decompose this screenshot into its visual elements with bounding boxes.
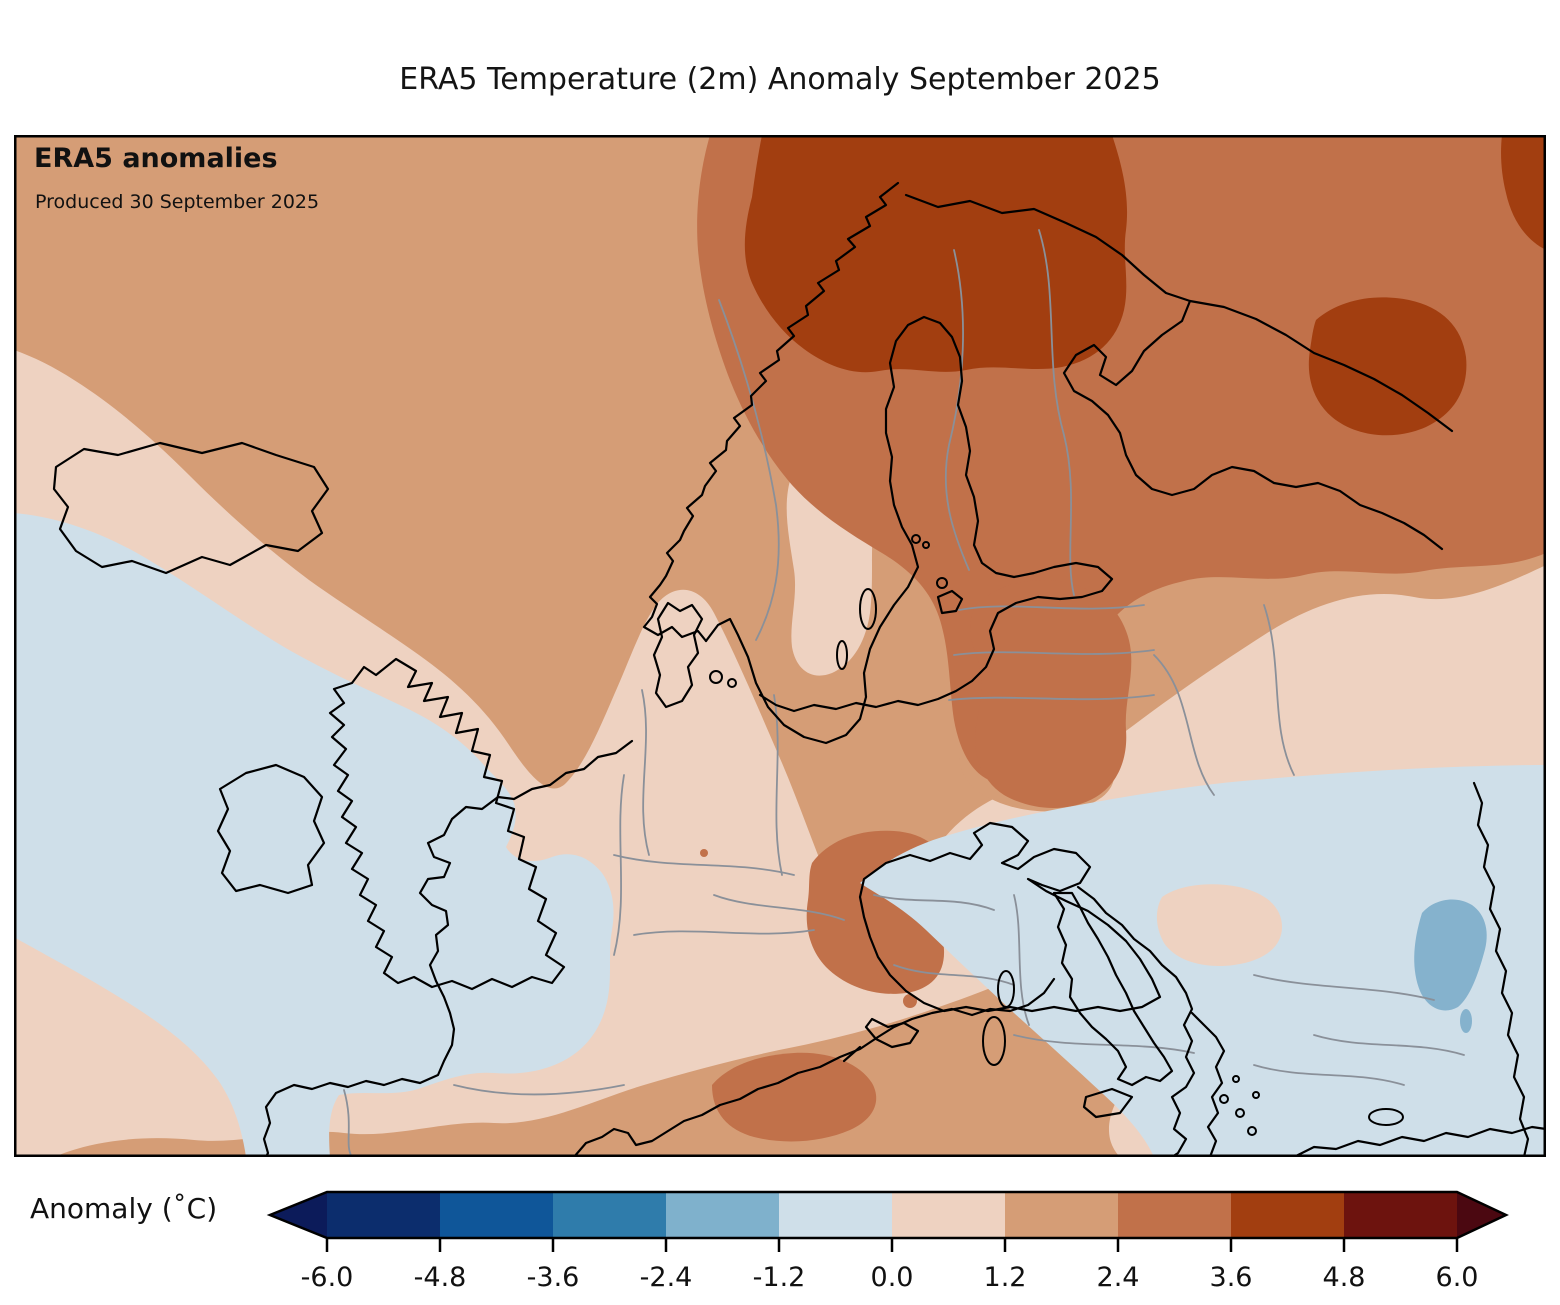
coastlines [52, 181, 1548, 1159]
coastline-black-sea [858, 821, 1162, 1013]
aegean-island [1219, 1094, 1229, 1104]
coastline-west-europe [262, 739, 634, 1159]
colorbar: -6.0 -4.8 -3.6 -2.4 -1.2 0.0 1.2 2.4 3.6 4.8 6.0 [266, 1190, 1509, 1293]
colorbar-label: Anomaly (˚C) [30, 1192, 218, 1225]
island-gotland [859, 588, 877, 630]
coastline-turkey-south [1292, 1125, 1548, 1159]
colorbar-over-arrow [1457, 1192, 1506, 1238]
colorbar-tick-label: -3.6 [527, 1262, 580, 1293]
coastline-marmara [864, 1017, 920, 1049]
colorbar-tick-label: 3.6 [1210, 1262, 1253, 1293]
map-region-pechora-very-hot [1308, 297, 1467, 436]
island-oland [836, 640, 848, 670]
lake-van [1368, 1108, 1404, 1126]
map-region-kola-very-hot [744, 135, 1128, 373]
colorbar-segment [1005, 1192, 1118, 1238]
colorbar-tick-label: -6.0 [301, 1262, 354, 1293]
colorbar-segment [1118, 1192, 1231, 1238]
island-sardinia [982, 1016, 1006, 1066]
map-region-alps-hot-dot [700, 849, 708, 857]
map-region-spain-hot [712, 1052, 877, 1142]
coastline-adriatic-greece [1076, 885, 1196, 1159]
country-borders [343, 229, 1465, 1158]
coastline-great-britain [328, 657, 566, 991]
map-label: ERA5 anomalies [34, 143, 278, 174]
aegean-island-4 [1232, 1075, 1240, 1083]
colorbar-tick-label: 1.2 [984, 1262, 1027, 1293]
island-zealand [709, 670, 723, 684]
island-aland [911, 534, 921, 544]
anomaly-map [11, 132, 1549, 1160]
map-panel: ERA5 anomalies Produced 30 September 202… [11, 132, 1549, 1160]
map-region-mediterranean-warm-band [54, 884, 1172, 1157]
map-region-belarus-ukraine-hot [970, 579, 1132, 809]
colorbar-segment [440, 1192, 553, 1238]
colorbar-segment [892, 1192, 1005, 1238]
island-funen [727, 678, 737, 688]
coastline-italy [1052, 891, 1174, 1087]
colorbar-segment [779, 1192, 892, 1238]
coastline-denmark [652, 601, 704, 709]
map-region-caspian-cold [1414, 899, 1487, 1011]
colorbar-tick-label: 6.0 [1436, 1262, 1479, 1293]
island-sicily [1082, 1087, 1134, 1119]
map-region-ne-corner-very-hot [1501, 135, 1546, 250]
page-title: ERA5 Temperature (2m) Anomaly September … [399, 62, 1161, 97]
aegean-island-3 [1252, 1091, 1260, 1099]
island-saaremaa [936, 589, 964, 615]
map-produced-date: Produced 30 September 2025 [35, 191, 320, 213]
coastline-iceland [52, 441, 330, 575]
aegean-island-5 [1247, 1126, 1257, 1136]
colorbar-segment [1344, 1192, 1457, 1238]
colorbar-under-arrow [270, 1192, 327, 1238]
colorbar-segment [327, 1192, 440, 1238]
colorbar-tick-label: 0.0 [871, 1262, 914, 1293]
coastline-caspian [1472, 781, 1530, 1159]
colorbar-segment [1231, 1192, 1344, 1238]
coastline-aegean-west [1190, 1011, 1226, 1159]
colorbar-segment [666, 1192, 779, 1238]
coastline-kola-white-sea [904, 193, 1444, 551]
map-region-balkans-hot-dot [903, 994, 917, 1008]
island-aland-2 [922, 541, 930, 549]
colorbar-tick-label: -2.4 [640, 1262, 693, 1293]
map-region-caucasus-cold-dot [1460, 1009, 1472, 1033]
coastline-ireland [216, 763, 326, 895]
coastline-dardanelles [842, 1045, 862, 1063]
coastline-mediterranean-iberia [572, 977, 1056, 1159]
colorbar-segment [553, 1192, 666, 1238]
coastline-norway [642, 181, 900, 643]
colorbar-tick-label: 2.4 [1097, 1262, 1140, 1293]
colorbar-tick-label: -1.2 [753, 1262, 806, 1293]
island-hiiumaa [936, 577, 948, 589]
map-region-ne-blacksea-mild-pocket [1156, 884, 1282, 967]
aegean-island-2 [1235, 1108, 1245, 1118]
colorbar-tick-label: 4.8 [1323, 1262, 1366, 1293]
coastline-barents [1188, 299, 1454, 433]
colorbar-tick-label: -4.8 [414, 1262, 467, 1293]
map-region-atlantic-cool [14, 513, 614, 1157]
coastline-baltic [704, 315, 1114, 745]
